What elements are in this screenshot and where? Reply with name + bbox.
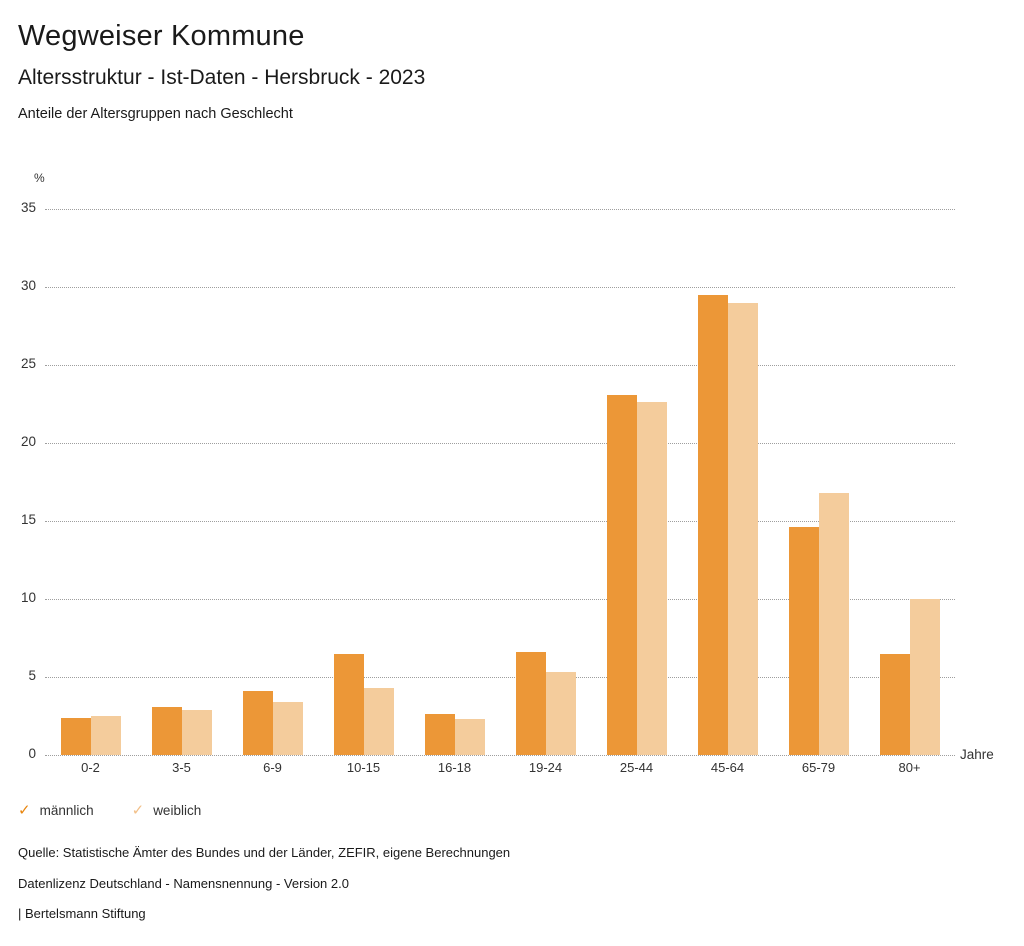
bar-group[interactable] xyxy=(864,209,955,755)
y-axis-tick-label: 15 xyxy=(20,512,36,527)
gridline xyxy=(45,365,955,366)
bar-group[interactable] xyxy=(591,209,682,755)
gridline xyxy=(45,443,955,444)
y-axis-tick-label: 10 xyxy=(20,590,36,605)
bar-weiblich-6-9[interactable] xyxy=(272,701,303,755)
gridline xyxy=(45,755,955,756)
legend-item-weiblich[interactable]: ✓ weiblich xyxy=(132,803,202,818)
bar-weiblich-45-64[interactable] xyxy=(727,302,758,755)
bar-weiblich-0-2[interactable] xyxy=(90,716,121,755)
gridline xyxy=(45,677,955,678)
gridline xyxy=(45,521,955,522)
x-axis-tick-label: 3-5 xyxy=(172,760,191,775)
bar-weiblich-16-18[interactable] xyxy=(454,719,485,755)
bar-männlich-19-24[interactable] xyxy=(515,652,546,755)
bar-männlich-80+[interactable] xyxy=(879,653,910,755)
legend-label: männlich xyxy=(39,803,94,818)
bar-group[interactable] xyxy=(773,209,864,755)
x-axis-label: Jahre xyxy=(960,747,994,762)
bar-männlich-16-18[interactable] xyxy=(424,714,455,755)
bar-weiblich-19-24[interactable] xyxy=(545,672,576,755)
x-axis-tick-label: 80+ xyxy=(898,760,921,775)
gridline xyxy=(45,209,955,210)
x-axis-tick-label: 45-64 xyxy=(710,760,745,775)
y-axis-tick-label: 30 xyxy=(20,278,36,293)
page-title: Wegweiser Kommune xyxy=(18,20,305,52)
check-icon: ✓ xyxy=(131,802,145,819)
source-note: Quelle: Statistische Ämter des Bundes un… xyxy=(18,845,511,860)
chart-subtitle: Altersstruktur - Ist-Daten - Hersbruck -… xyxy=(18,66,426,89)
bar-group[interactable] xyxy=(500,209,591,755)
check-icon: ✓ xyxy=(18,802,31,819)
bar-group[interactable] xyxy=(136,209,227,755)
y-axis-tick-label: 25 xyxy=(20,356,36,371)
bar-männlich-45-64[interactable] xyxy=(697,294,728,755)
x-axis-tick-label: 6-9 xyxy=(263,760,282,775)
bar-group[interactable] xyxy=(45,209,136,755)
bar-weiblich-10-15[interactable] xyxy=(363,687,394,755)
bar-männlich-6-9[interactable] xyxy=(242,691,273,755)
license-note: Datenlizenz Deutschland - Namensnennung … xyxy=(18,876,349,891)
y-axis-tick-label: 35 xyxy=(20,200,36,215)
bar-männlich-25-44[interactable] xyxy=(606,394,637,755)
plot-area xyxy=(45,209,955,756)
y-axis-tick-label: 20 xyxy=(20,434,36,449)
bar-group[interactable] xyxy=(227,209,318,755)
x-axis-tick-label: 65-79 xyxy=(801,760,836,775)
y-axis-tick-label: 0 xyxy=(28,746,36,761)
gridline xyxy=(45,599,955,600)
bar-weiblich-80+[interactable] xyxy=(909,599,940,755)
bar-group[interactable] xyxy=(318,209,409,755)
legend-label: weiblich xyxy=(153,803,202,818)
legend: ✓ männlich ✓ weiblich xyxy=(18,803,239,818)
x-axis-tick-label: 25-44 xyxy=(619,760,654,775)
bar-group[interactable] xyxy=(409,209,500,755)
chart-description: Anteile der Altersgruppen nach Geschlech… xyxy=(18,106,293,122)
x-axis-tick-label: 10-15 xyxy=(346,760,381,775)
bar-weiblich-3-5[interactable] xyxy=(181,709,212,755)
bar-weiblich-65-79[interactable] xyxy=(818,492,849,755)
organisation-note: | Bertelsmann Stiftung xyxy=(18,906,146,921)
bar-group[interactable] xyxy=(682,209,773,755)
x-axis-tick-label: 19-24 xyxy=(528,760,563,775)
gridline xyxy=(45,287,955,288)
x-axis-tick-label: 0-2 xyxy=(81,760,100,775)
bar-männlich-3-5[interactable] xyxy=(151,706,182,755)
bar-männlich-0-2[interactable] xyxy=(60,717,91,755)
bar-männlich-10-15[interactable] xyxy=(333,653,364,755)
bar-männlich-65-79[interactable] xyxy=(788,527,819,755)
x-axis-tick-label: 16-18 xyxy=(437,760,472,775)
bar-weiblich-25-44[interactable] xyxy=(636,402,667,755)
y-axis-unit-label: % xyxy=(34,171,45,185)
legend-item-männlich[interactable]: ✓ männlich xyxy=(18,803,94,818)
y-axis-tick-label: 5 xyxy=(28,668,36,683)
